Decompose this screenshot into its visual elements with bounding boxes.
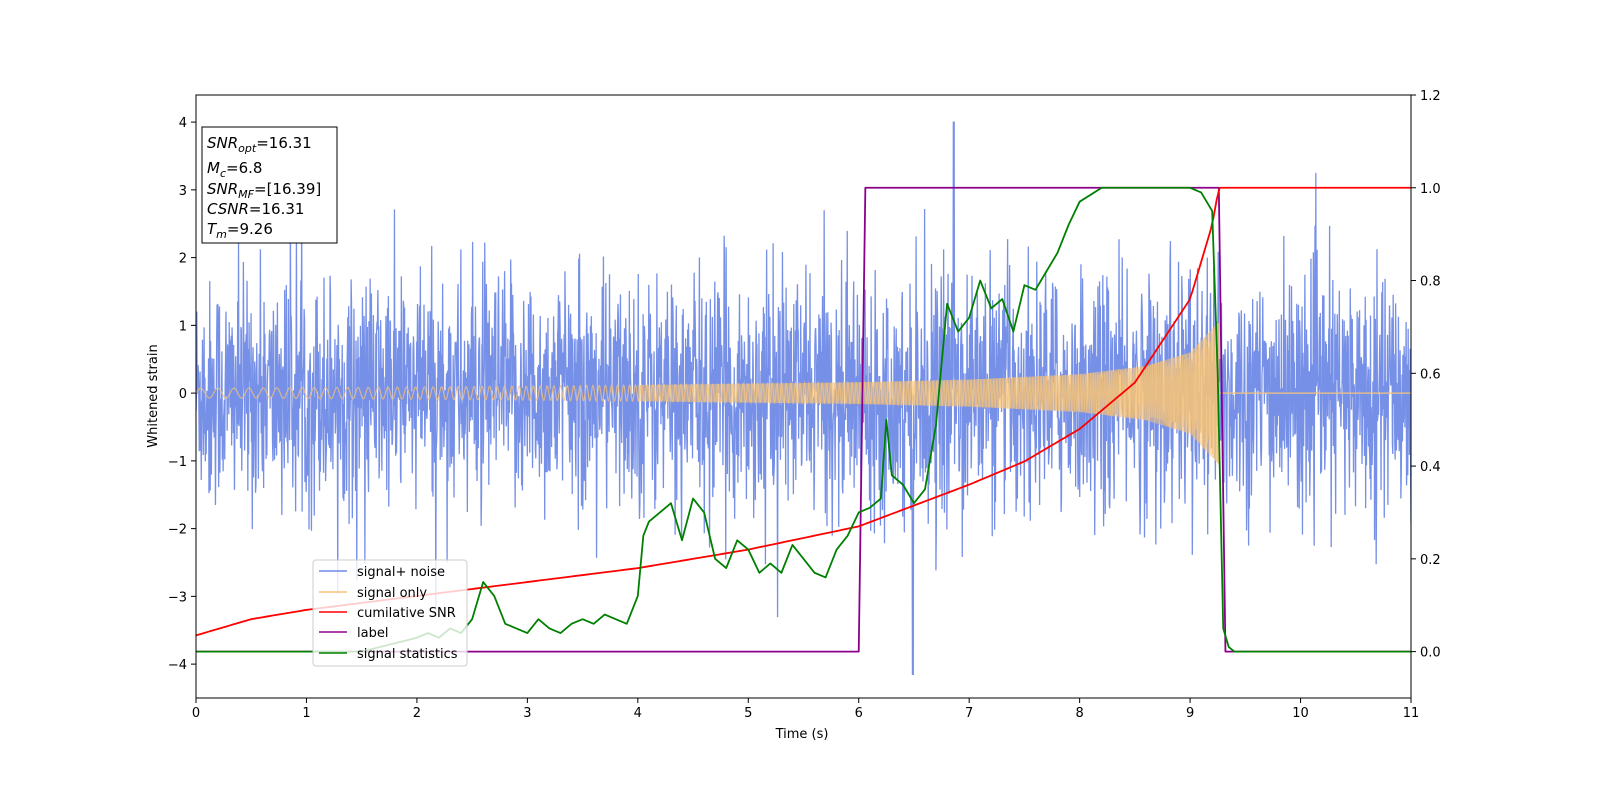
legend-entry-label: label [319, 626, 388, 641]
y-tick-label: 1 [179, 319, 187, 334]
x-tick-label: 8 [1075, 706, 1083, 721]
y-tick-label: −1 [168, 455, 187, 470]
x-tick-label: 3 [523, 706, 531, 721]
info-csnr: CSNR=16.31 [207, 200, 304, 218]
info-mc: Mc=6.8 [207, 159, 262, 180]
signal-noise-line [196, 121, 1411, 675]
y-tick-label: −3 [168, 590, 187, 605]
legend-entry-signal-only: signal only [319, 586, 427, 601]
x-tick-label: 0 [192, 706, 200, 721]
y-tick-label: 2 [179, 252, 187, 267]
legend-label-signal-only: signal only [357, 586, 427, 601]
info-box: SNRopt=16.31 Mc=6.8 SNRMF=[16.39] CSNR=1… [201, 126, 338, 244]
x-tick-label: 10 [1292, 706, 1309, 721]
y2-tick-label: 0.0 [1420, 646, 1441, 661]
signal-statistics-line [196, 186, 1411, 653]
y2-tick-label: 0.6 [1420, 367, 1441, 382]
y2-axis-ticks: 0.0 0.2 0.4 0.6 0.8 1.0 1.2 [1411, 89, 1441, 661]
y-tick-label: −4 [168, 658, 187, 673]
legend-label-signal-noise: signal+ noise [357, 565, 445, 580]
y-axis-ticks: −4 −3 −2 −1 0 1 2 3 4 [168, 116, 196, 673]
legend-entry-signal-noise: signal+ noise [319, 565, 445, 580]
plot-frame [195, 94, 1412, 699]
y2-tick-label: 1.2 [1420, 89, 1441, 104]
x-tick-label: 2 [413, 706, 421, 721]
signal-only-series [196, 321, 1411, 465]
x-tick-label: 7 [965, 706, 973, 721]
x-tick-label: 4 [634, 706, 642, 721]
info-tm: Tm=9.26 [207, 220, 273, 241]
x-tick-label: 11 [1403, 706, 1420, 721]
y-axis-label: Whitened strain [146, 344, 161, 447]
legend-label-label: label [357, 626, 388, 641]
y2-tick-label: 1.0 [1420, 182, 1441, 197]
legend-entry-signal-statistics: signal statistics [319, 647, 458, 662]
legend-label-signal-statistics: signal statistics [357, 647, 458, 662]
legend-label-cumulative-snr: cumilative SNR [357, 606, 456, 621]
y-tick-label: 0 [179, 387, 187, 402]
signal-noise-series [196, 121, 1411, 675]
info-snr-opt: SNRopt=16.31 [207, 134, 312, 155]
legend-entry-cumulative-snr: cumilative SNR [319, 606, 456, 621]
x-tick-label: 9 [1186, 706, 1194, 721]
y2-tick-label: 0.2 [1420, 553, 1441, 568]
x-tick-label: 6 [855, 706, 863, 721]
x-axis-ticks: 0 1 2 3 4 5 6 7 8 9 10 11 [192, 698, 1419, 721]
y-tick-label: −2 [168, 523, 187, 538]
info-snr-mf: SNRMF=[16.39] [207, 180, 321, 201]
y-tick-label: 4 [179, 116, 187, 131]
x-tick-label: 1 [302, 706, 310, 721]
signal-only-envelope [637, 321, 1219, 465]
legend: signal+ noise signal only cumilative SNR… [312, 559, 468, 667]
y-tick-label: 3 [179, 184, 187, 199]
y2-tick-label: 0.4 [1420, 460, 1441, 475]
x-axis-label: Time (s) [775, 727, 829, 742]
x-tick-label: 5 [744, 706, 752, 721]
y2-tick-label: 0.8 [1420, 275, 1441, 290]
